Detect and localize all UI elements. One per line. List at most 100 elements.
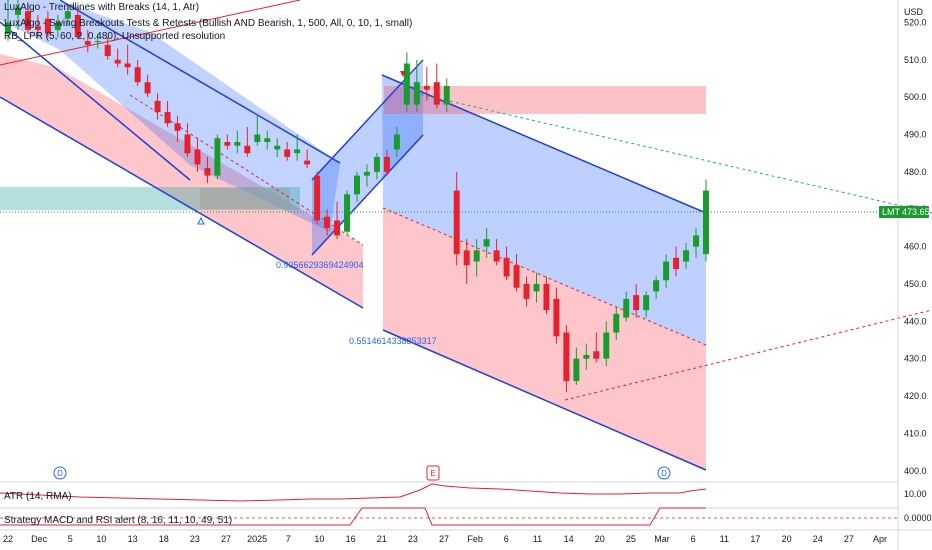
- bearish-break-marker: [400, 71, 406, 77]
- date-tick: 7: [286, 534, 291, 544]
- candle: [443, 78, 450, 113]
- strategy-pane-label[interactable]: Strategy MACD and RSI alert (8, 16, 11, …: [4, 515, 233, 526]
- candle: [14, 0, 21, 30]
- date-tick: 27: [221, 534, 231, 544]
- candle: [663, 254, 670, 288]
- candle-body: [274, 145, 281, 150]
- dividend-badge[interactable]: D: [53, 466, 67, 480]
- candle: [463, 239, 470, 284]
- candle-body: [264, 138, 271, 142]
- date-tick: 14: [564, 534, 574, 544]
- legend-rb-lpr[interactable]: RB_LPR (5, 60, 2, 0.480): Unsupported re…: [4, 31, 226, 42]
- last-price-label: LMT 473.65: [879, 206, 930, 218]
- candle: [204, 156, 211, 184]
- date-tick: 6: [691, 534, 696, 544]
- legend-trendlines[interactable]: LuxAlgo - Trendlines with Breaks (14, 1,…: [4, 2, 200, 13]
- candle-body: [373, 156, 380, 172]
- candle: [483, 227, 490, 258]
- candle: [603, 321, 610, 367]
- candle-body: [603, 332, 610, 359]
- date-tick: 18: [159, 534, 169, 544]
- candle: [254, 115, 261, 146]
- candle: [553, 287, 560, 344]
- price-tick: 420.0: [904, 391, 927, 401]
- candle: [94, 33, 101, 49]
- dividend-badge[interactable]: D: [657, 466, 671, 480]
- candle: [513, 254, 520, 292]
- candle: [633, 283, 640, 318]
- candle-body: [463, 250, 470, 266]
- candle-body: [234, 141, 241, 146]
- candle: [264, 130, 271, 150]
- price-tick: 500.0: [904, 92, 927, 102]
- channel-mid-value: 0.5514614338853317: [349, 336, 437, 346]
- currency-label[interactable]: USD: [904, 7, 924, 17]
- atr-pane-label[interactable]: ATR (14, RMA): [4, 491, 72, 502]
- price-tick: 520.0: [904, 17, 927, 27]
- candle-body: [294, 149, 301, 154]
- date-tick: 23: [408, 534, 418, 544]
- date-tick: 11: [720, 534, 729, 544]
- candle: [104, 37, 111, 60]
- candle: [393, 127, 400, 157]
- candle: [324, 209, 331, 236]
- trendline-right-lower: [382, 329, 707, 471]
- candle-body: [204, 168, 211, 176]
- candle: [354, 171, 360, 202]
- candle-body: [104, 44, 111, 57]
- candle-body: [334, 220, 341, 236]
- candlestick-series: [5, 0, 709, 393]
- date-tick: 25: [626, 534, 636, 544]
- candle: [573, 347, 580, 385]
- price-tick: 450.0: [904, 279, 927, 289]
- candle-body: [503, 257, 510, 277]
- candle-body: [284, 149, 291, 157]
- candle-body: [54, 22, 61, 30]
- candle: [64, 3, 71, 27]
- candle-body: [24, 11, 31, 30]
- candle-body: [513, 265, 520, 288]
- candle: [473, 239, 480, 277]
- candle: [154, 93, 161, 120]
- date-tick: 21: [377, 534, 387, 544]
- channel-right-red: [383, 208, 706, 470]
- candle: [314, 171, 321, 225]
- candle: [134, 59, 141, 86]
- event-letter: D: [57, 469, 63, 478]
- candle: [44, 11, 51, 38]
- candle-body: [453, 190, 460, 255]
- price-axis[interactable]: 400.0410.0420.0430.0440.0450.0460.0470.0…: [904, 17, 927, 475]
- earnings-badge[interactable]: E: [426, 465, 440, 481]
- candle: [673, 246, 680, 277]
- candle: [304, 149, 311, 169]
- candle-body: [553, 298, 560, 337]
- date-tick: Dec: [31, 534, 48, 544]
- candle: [194, 138, 201, 172]
- candle-body: [563, 332, 570, 382]
- candle: [114, 48, 121, 68]
- event-letter: D: [661, 469, 667, 478]
- candle: [683, 242, 690, 270]
- price-tick: 510.0: [904, 55, 927, 65]
- legend-swing-breakouts[interactable]: LuxAlgo - Swing Breakouts Tests & Retest…: [4, 18, 413, 29]
- candle-body: [413, 82, 420, 105]
- candle: [184, 123, 191, 157]
- candle-body: [174, 123, 181, 131]
- date-tick: 10: [96, 534, 106, 544]
- channel-rising: [312, 62, 423, 255]
- last-price-symbol: LMT: [882, 207, 901, 217]
- candle-body: [673, 257, 680, 270]
- candle-body: [403, 63, 410, 105]
- candle: [503, 246, 510, 281]
- candle-body: [314, 175, 321, 221]
- candle-body: [184, 134, 191, 154]
- candle: [34, 14, 41, 38]
- candle-body: [493, 250, 500, 262]
- atr-line: [0, 483, 707, 502]
- candle: [214, 134, 221, 180]
- price-tick: 400.0: [904, 466, 927, 476]
- candle-body: [124, 63, 131, 68]
- time-axis[interactable]: 22 Dec 5 10 13 18 23 27 2025 7 10 16 21 23 27 Feb 6 11 14 2…: [3, 534, 887, 544]
